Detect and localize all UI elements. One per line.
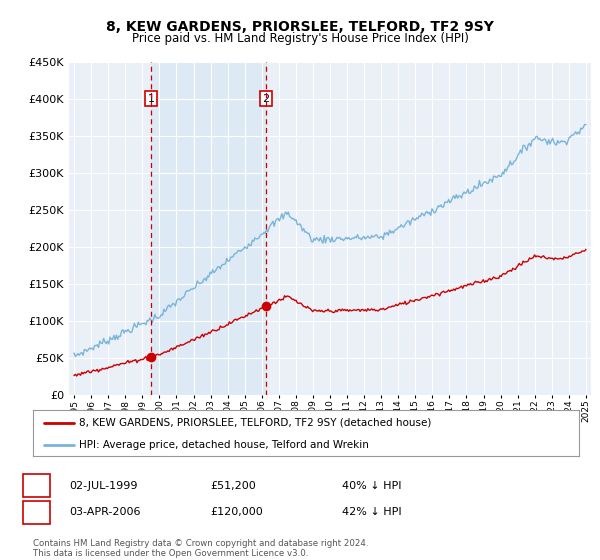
Text: 03-APR-2006: 03-APR-2006 — [69, 507, 140, 517]
Text: 02-JUL-1999: 02-JUL-1999 — [69, 480, 137, 491]
Text: 2: 2 — [33, 506, 40, 519]
Text: 40% ↓ HPI: 40% ↓ HPI — [342, 480, 401, 491]
Text: Price paid vs. HM Land Registry's House Price Index (HPI): Price paid vs. HM Land Registry's House … — [131, 32, 469, 45]
Text: HPI: Average price, detached house, Telford and Wrekin: HPI: Average price, detached house, Telf… — [79, 440, 369, 450]
Text: 1: 1 — [33, 479, 40, 492]
Bar — [151, 62, 266, 395]
Text: 8, KEW GARDENS, PRIORSLEE, TELFORD, TF2 9SY: 8, KEW GARDENS, PRIORSLEE, TELFORD, TF2 … — [106, 20, 494, 34]
Text: 1: 1 — [148, 94, 154, 104]
Text: 2: 2 — [262, 94, 269, 104]
Text: Contains HM Land Registry data © Crown copyright and database right 2024.
This d: Contains HM Land Registry data © Crown c… — [33, 539, 368, 558]
Text: 42% ↓ HPI: 42% ↓ HPI — [342, 507, 401, 517]
Text: £51,200: £51,200 — [210, 480, 256, 491]
Text: £120,000: £120,000 — [210, 507, 263, 517]
Text: 8, KEW GARDENS, PRIORSLEE, TELFORD, TF2 9SY (detached house): 8, KEW GARDENS, PRIORSLEE, TELFORD, TF2 … — [79, 418, 432, 428]
